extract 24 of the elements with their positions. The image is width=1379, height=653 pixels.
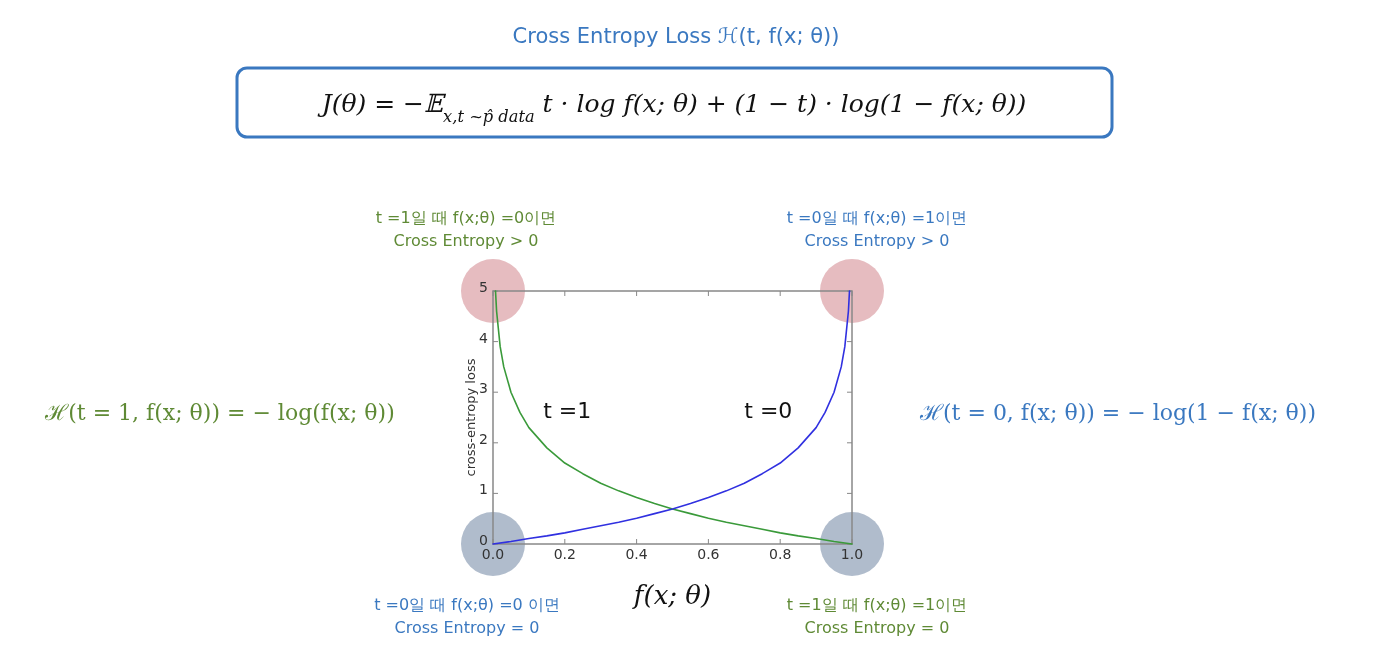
y-tick-label: 2 — [479, 430, 488, 447]
text: ℋ(t = 0, f(x; θ)) = − log(1 − f(x; θ)) — [919, 400, 1316, 425]
text: t =0일 때 f(x;θ) =1이면 Cross Entropy > 0 — [786, 208, 968, 250]
series-label: t =0 — [744, 397, 793, 423]
x-tick-label: 0.6 — [697, 546, 720, 562]
y-tick-label: 3 — [479, 380, 488, 397]
y-tick-label: 1 — [479, 481, 488, 498]
x-axis-title: f(x; θ) — [631, 580, 712, 610]
chart-title: Cross Entropy Loss ℋ(t, f(x; θ)) — [512, 24, 840, 48]
x-tick-label: 0.2 — [553, 546, 576, 562]
text: t =1일 때 f(x;θ) =1이면 Cross Entropy = 0 — [786, 595, 968, 637]
x-tick-label: 1.0 — [840, 546, 864, 562]
text: ℋ(t = 1, f(x; θ)) = − log(f(x; θ)) — [44, 400, 395, 425]
chart-subtitle: J(θ) = −𝔼$_{x,t ~p̂ data}$ t · log f(x; θ) + (1 − t) · log(1 − f(x; θ)) — [316, 89, 1027, 126]
x-tick-label: 0.0 — [481, 546, 505, 562]
y-tick-label: 4 — [479, 329, 489, 346]
text: t =0일 때 f(x;θ) =0 이면 Cross Entropy = 0 — [374, 595, 560, 637]
y-tick-label: 0 — [479, 532, 488, 548]
y-tick-label: 5 — [479, 279, 488, 295]
text: t =1일 때 f(x;θ) =0이면 Cross Entropy > 0 — [375, 208, 557, 250]
x-tick-label: 0.4 — [625, 546, 648, 562]
y-axis-title: cross-entropy loss — [463, 358, 478, 477]
x-tick-label: 0.8 — [769, 546, 792, 562]
series-label: t =1 — [543, 397, 592, 423]
